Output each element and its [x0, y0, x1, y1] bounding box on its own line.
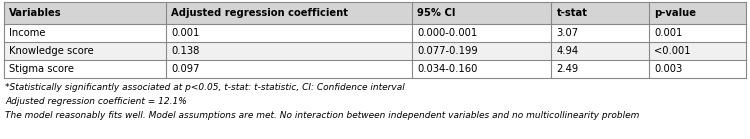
Text: 0.097: 0.097: [172, 64, 200, 74]
Text: Income: Income: [9, 28, 46, 38]
Text: 3.07: 3.07: [556, 28, 579, 38]
Text: 0.138: 0.138: [172, 46, 200, 56]
Text: The model reasonably fits well. Model assumptions are met. No interaction betwee: The model reasonably fits well. Model as…: [5, 111, 640, 120]
Text: 95% CI: 95% CI: [417, 8, 456, 18]
Bar: [4, 2, 746, 24]
Text: Stigma score: Stigma score: [9, 64, 74, 74]
Text: <0.001: <0.001: [654, 46, 691, 56]
Text: Adjusted regression coefficient: Adjusted regression coefficient: [172, 8, 349, 18]
Text: 0.034-0.160: 0.034-0.160: [417, 64, 478, 74]
Text: p-value: p-value: [654, 8, 696, 18]
Text: 0.000-0.001: 0.000-0.001: [417, 28, 478, 38]
Text: Adjusted regression coefficient = 12.1%: Adjusted regression coefficient = 12.1%: [5, 97, 187, 106]
Text: 0.077-0.199: 0.077-0.199: [417, 46, 478, 56]
Text: *Statistically significantly associated at p<0.05, t-stat: t-statistic, CI: Conf: *Statistically significantly associated …: [5, 83, 405, 92]
Bar: [4, 60, 746, 78]
Text: 4.94: 4.94: [556, 46, 579, 56]
Text: Knowledge score: Knowledge score: [9, 46, 94, 56]
Text: Variables: Variables: [9, 8, 62, 18]
Text: 0.001: 0.001: [172, 28, 200, 38]
Text: t-stat: t-stat: [556, 8, 587, 18]
Bar: [4, 42, 746, 60]
Text: 2.49: 2.49: [556, 64, 579, 74]
Text: 0.001: 0.001: [654, 28, 682, 38]
Text: 0.003: 0.003: [654, 64, 682, 74]
Bar: [4, 24, 746, 42]
